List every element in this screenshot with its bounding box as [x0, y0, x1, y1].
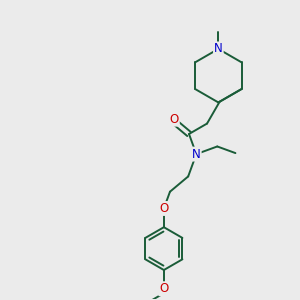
- Text: O: O: [169, 113, 179, 126]
- Text: N: N: [192, 148, 201, 160]
- Text: O: O: [159, 282, 169, 295]
- Text: O: O: [159, 202, 169, 215]
- Text: N: N: [214, 42, 223, 56]
